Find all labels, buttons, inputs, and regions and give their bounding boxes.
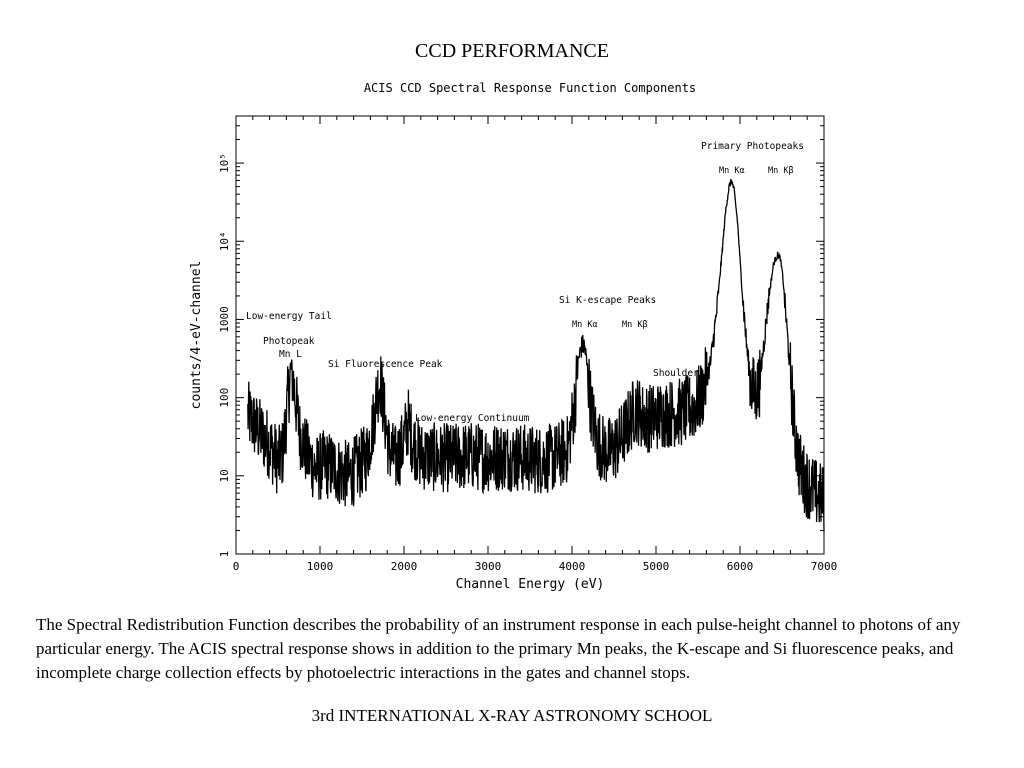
- y-tick-label: 10⁵: [218, 153, 231, 173]
- annotation-escape-mn-ka: Mn Kα: [572, 320, 598, 330]
- x-tick-labels: 0 1000 2000 3000 4000 5000 6000 7000: [233, 560, 838, 573]
- footer-text: 3rd INTERNATIONAL X-RAY ASTRONOMY SCHOOL: [311, 706, 713, 725]
- annotation-shoulder: Shoulder: [653, 368, 699, 379]
- y-axis-label: counts/4-eV-channel: [189, 261, 204, 410]
- annotation-primary-photopeaks: Primary Photopeaks: [701, 141, 804, 152]
- description-text: The Spectral Redistribution Function des…: [36, 615, 961, 682]
- x-tick-label: 1000: [307, 560, 334, 573]
- annotation-si-k-escape: Si K-escape Peaks: [559, 295, 656, 306]
- annotation-si-fluorescence: Si Fluorescence Peak: [328, 359, 443, 370]
- x-tick-label: 5000: [643, 560, 670, 573]
- annotation-mn-l: Mn L: [279, 349, 302, 360]
- x-tick-label: 3000: [475, 560, 502, 573]
- y-tick-label: 10⁴: [218, 231, 231, 251]
- x-tick-label: 4000: [559, 560, 586, 573]
- y-tick-label: 10: [218, 469, 231, 482]
- axis-ticks: [235, 115, 825, 555]
- x-tick-label: 6000: [727, 560, 754, 573]
- chart-title: ACIS CCD Spectral Response Function Comp…: [364, 81, 696, 95]
- y-tick-labels: 1 10 100 1000 10⁴ 10⁵: [218, 153, 231, 557]
- y-tick-label: 1000: [218, 306, 231, 333]
- spectrum-line: [247, 178, 825, 533]
- x-tick-label: 2000: [391, 560, 418, 573]
- y-tick-label: 1: [218, 551, 231, 558]
- x-tick-label: 0: [233, 560, 240, 573]
- y-tick-label: 100: [218, 388, 231, 408]
- slide-title: CCD PERFORMANCE: [415, 40, 609, 62]
- x-axis-label: Channel Energy (eV): [456, 577, 605, 592]
- spectrum-chart: ACIS CCD Spectral Response Function Comp…: [189, 81, 838, 592]
- annotation-primary-mn-kb: Mn Kβ: [768, 166, 794, 176]
- annotations: Low-energy Tail Photopeak Mn L Si Fluore…: [246, 141, 804, 424]
- annotation-escape-mn-kb: Mn Kβ: [622, 320, 648, 330]
- plot-frame: [235, 115, 825, 555]
- annotation-photopeak: Photopeak: [263, 336, 315, 347]
- annotation-low-energy-tail: Low-energy Tail: [246, 311, 332, 322]
- annotation-primary-mn-ka: Mn Kα: [719, 166, 745, 176]
- annotation-low-energy-continuum: Low-energy Continuum: [415, 413, 530, 424]
- x-tick-label: 7000: [811, 560, 838, 573]
